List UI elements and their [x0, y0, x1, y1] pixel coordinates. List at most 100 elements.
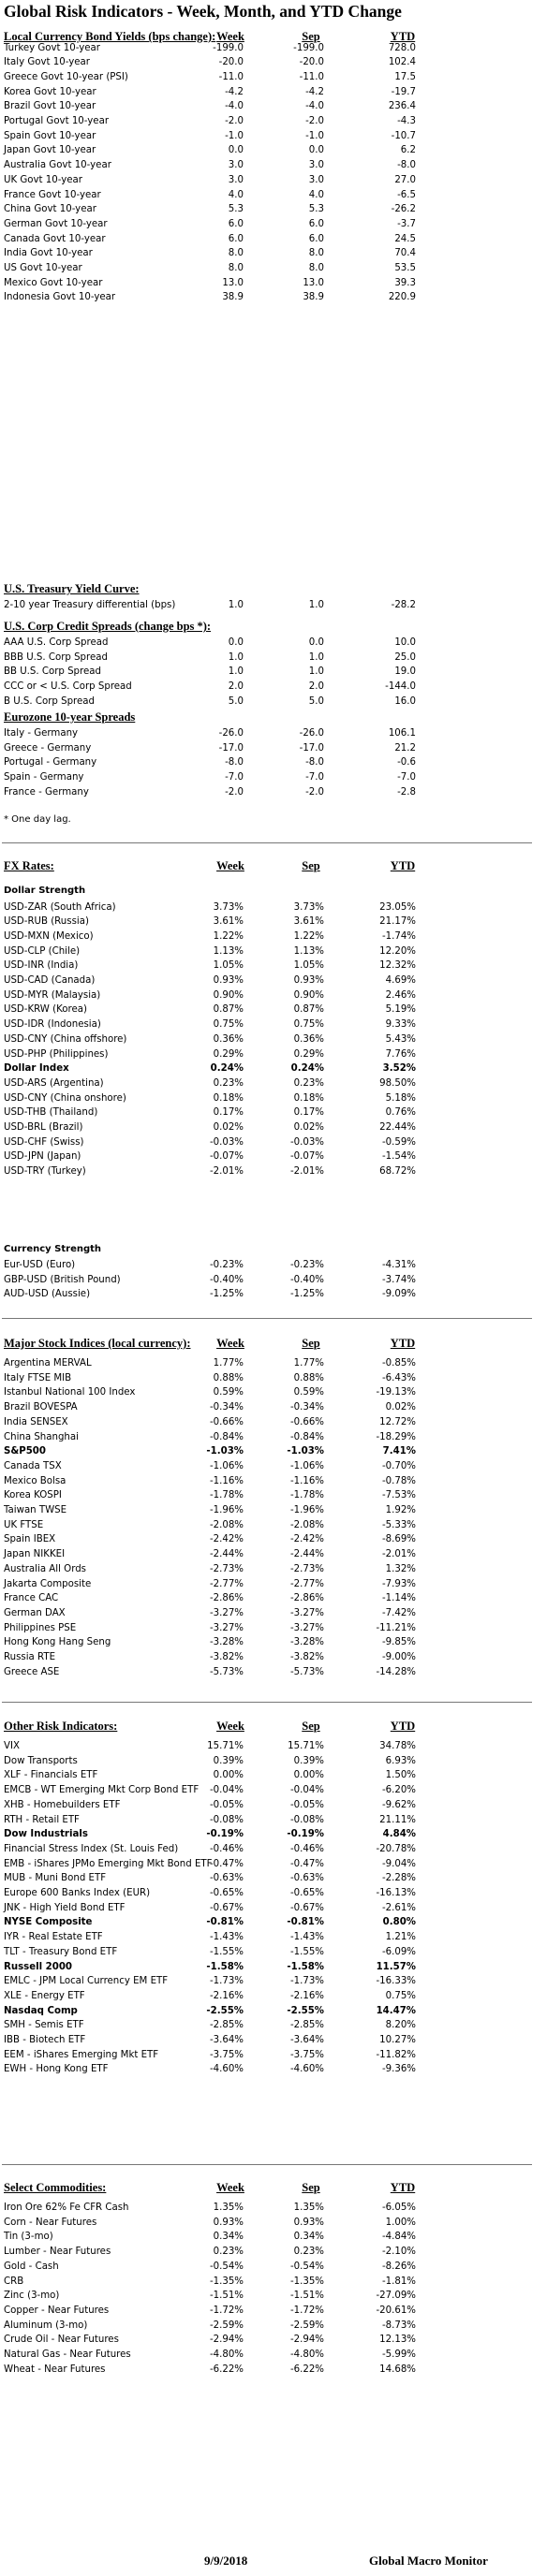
section-divider — [2, 842, 532, 843]
sep-value: -0.34% — [289, 1402, 324, 1413]
week-value: -1.73% — [209, 1976, 244, 1987]
ytd-value: 10.0 — [394, 637, 416, 648]
row-label: USD-PHP (Philippines) — [4, 1048, 109, 1060]
week-value: -2.86% — [209, 1593, 244, 1604]
row-label: Natural Gas - Near Futures — [4, 2349, 131, 2360]
table-row: Financial Stress Index (St. Louis Fed) -0… — [0, 1843, 547, 1858]
week-value: 0.93% — [213, 975, 244, 986]
row-label: USD-JPN (Japan) — [4, 1151, 81, 1163]
ytd-value: -20.78% — [376, 1843, 416, 1854]
row-label: TLT - Treasury Bond ETF — [4, 1946, 118, 1957]
ytd-value: 8.20% — [385, 2020, 416, 2031]
row-label: Spain IBEX — [4, 1534, 56, 1545]
sep-value: -1.55% — [289, 1946, 324, 1957]
table-row: Dow Transports 0.39% 0.39% 6.93% — [0, 1755, 547, 1770]
row-label: USD-MYR (Malaysia) — [4, 989, 101, 1001]
table-row: Jakarta Composite -2.77% -2.77% -7.93% — [0, 1578, 547, 1593]
section-divider — [2, 1702, 532, 1703]
table-row: Dow Industrials -0.19% -0.19% 4.84% — [0, 1828, 547, 1843]
ytd-value: -19.13% — [376, 1387, 416, 1398]
row-label: CRB — [4, 2276, 24, 2287]
week-value: -0.23% — [209, 1260, 244, 1270]
ytd-value: -6.20% — [381, 1785, 416, 1796]
table-row: USD-KRW (Korea) 0.87% 0.87% 5.19% — [0, 1003, 547, 1018]
sep-value: 3.0 — [308, 174, 324, 185]
table-row: Canada Govt 10-year 6.0 6.0 24.5 — [0, 233, 547, 248]
week-value: -1.72% — [209, 2305, 244, 2316]
table-row: Korea KOSPI -1.78% -1.78% -7.53% — [0, 1489, 547, 1504]
ytd-value: 12.20% — [379, 945, 416, 957]
sep-value: 0.88% — [293, 1372, 324, 1383]
week-value: -0.07% — [209, 1151, 244, 1163]
row-label: Hong Kong Hang Seng — [4, 1637, 111, 1648]
row-label: Brazil Govt 10-year — [4, 101, 96, 112]
sep-value: 0.93% — [293, 2217, 324, 2228]
week-value: 1.0 — [228, 666, 244, 678]
week-value: -0.67% — [209, 1902, 244, 1913]
table-row: Dollar Index 0.24% 0.24% 3.52% — [0, 1062, 547, 1077]
sep-value: 1.35% — [293, 2203, 324, 2213]
table-row: Canada TSX -1.06% -1.06% -0.70% — [0, 1460, 547, 1475]
sep-value: -0.67% — [289, 1902, 324, 1913]
sep-value: -0.19% — [287, 1829, 324, 1840]
row-label: EEM - iShares Emerging Mkt ETF — [4, 2049, 159, 2060]
sep-value: 0.39% — [293, 1755, 324, 1766]
row-label: Portugal Govt 10-year — [4, 116, 110, 126]
row-label: Lumber - Near Futures — [4, 2247, 111, 2258]
week-value: -1.35% — [209, 2276, 244, 2287]
ytd-value: -9.85% — [381, 1637, 416, 1648]
sep-value: -2.55% — [287, 2005, 324, 2016]
ytd-value: -0.59% — [381, 1136, 416, 1148]
ytd-value: -1.74% — [381, 930, 416, 942]
ytd-value: -16.33% — [376, 1976, 416, 1987]
sep-value: -4.0 — [305, 101, 324, 112]
row-label: German DAX — [4, 1607, 66, 1618]
table-row: 2-10 year Treasury differential (bps) 1.0… — [0, 599, 547, 614]
ytd-value: -8.0 — [397, 160, 416, 171]
row-label: China Shanghai — [4, 1431, 79, 1442]
ytd-value: 4.69% — [385, 975, 416, 986]
sep-value: -0.08% — [289, 1814, 324, 1825]
sep-value: -11.0 — [299, 71, 324, 82]
ytd-value: 236.4 — [388, 101, 416, 112]
sep-value: -1.03% — [287, 1446, 324, 1457]
week-value: -3.64% — [209, 2035, 244, 2045]
table-row: Spain IBEX -2.42% -2.42% -8.69% — [0, 1533, 547, 1548]
table-row: Wheat - Near Futures -6.22% -6.22% 14.68% — [0, 2364, 547, 2378]
week-value: -0.54% — [209, 2261, 244, 2272]
ytd-value: 23.05% — [379, 901, 416, 913]
row-label: MUB - Muni Bond ETF — [4, 1873, 107, 1884]
row-label: EWH - Hong Kong ETF — [4, 2064, 109, 2075]
table-row: Russell 2000 -1.58% -1.58% 11.57% — [0, 1961, 547, 1976]
week-value: -0.81% — [206, 1917, 244, 1928]
column-header-week: Week — [216, 1337, 244, 1350]
week-value: 0.87% — [213, 1004, 244, 1016]
row-label: Taiwan TWSE — [4, 1505, 67, 1515]
table-row: USD-BRL (Brazil) 0.02% 0.02% 22.44% — [0, 1121, 547, 1136]
week-value: -11.0 — [218, 71, 244, 82]
section-header: Select Commodities: — [4, 2181, 107, 2194]
sep-value: 0.29% — [293, 1048, 324, 1060]
week-value: -8.0 — [225, 757, 244, 768]
table-row: India SENSEX -0.66% -0.66% 12.72% — [0, 1416, 547, 1431]
ytd-value: 21.17% — [379, 916, 416, 928]
sep-value: -0.03% — [289, 1136, 324, 1148]
ytd-value: 22.44% — [379, 1122, 416, 1133]
ytd-value: 34.78% — [379, 1741, 416, 1751]
table-row: Eur-USD (Euro) -0.23% -0.23% -4.31% — [0, 1259, 547, 1274]
table-row: Brazil Govt 10-year -4.0 -4.0 236.4 — [0, 100, 547, 115]
row-label: Italy - Germany — [4, 728, 79, 739]
week-value: -2.08% — [209, 1519, 244, 1530]
row-label: Financial Stress Index (St. Louis Fed) — [4, 1843, 179, 1854]
table-row: Japan Govt 10-year 0.0 0.0 6.2 — [0, 144, 547, 159]
sep-value: 0.90% — [293, 989, 324, 1001]
table-row: TLT - Treasury Bond ETF -1.55% -1.55% -6.09… — [0, 1946, 547, 1961]
table-row: France CAC -2.86% -2.86% -1.14% — [0, 1592, 547, 1607]
sep-value: -0.05% — [289, 1799, 324, 1810]
sep-value: 0.02% — [293, 1122, 324, 1133]
week-value: 0.36% — [213, 1033, 244, 1045]
row-label: USD-RUB (Russia) — [4, 916, 89, 928]
sep-value: -2.59% — [289, 2320, 324, 2331]
week-value: -2.42% — [209, 1534, 244, 1545]
